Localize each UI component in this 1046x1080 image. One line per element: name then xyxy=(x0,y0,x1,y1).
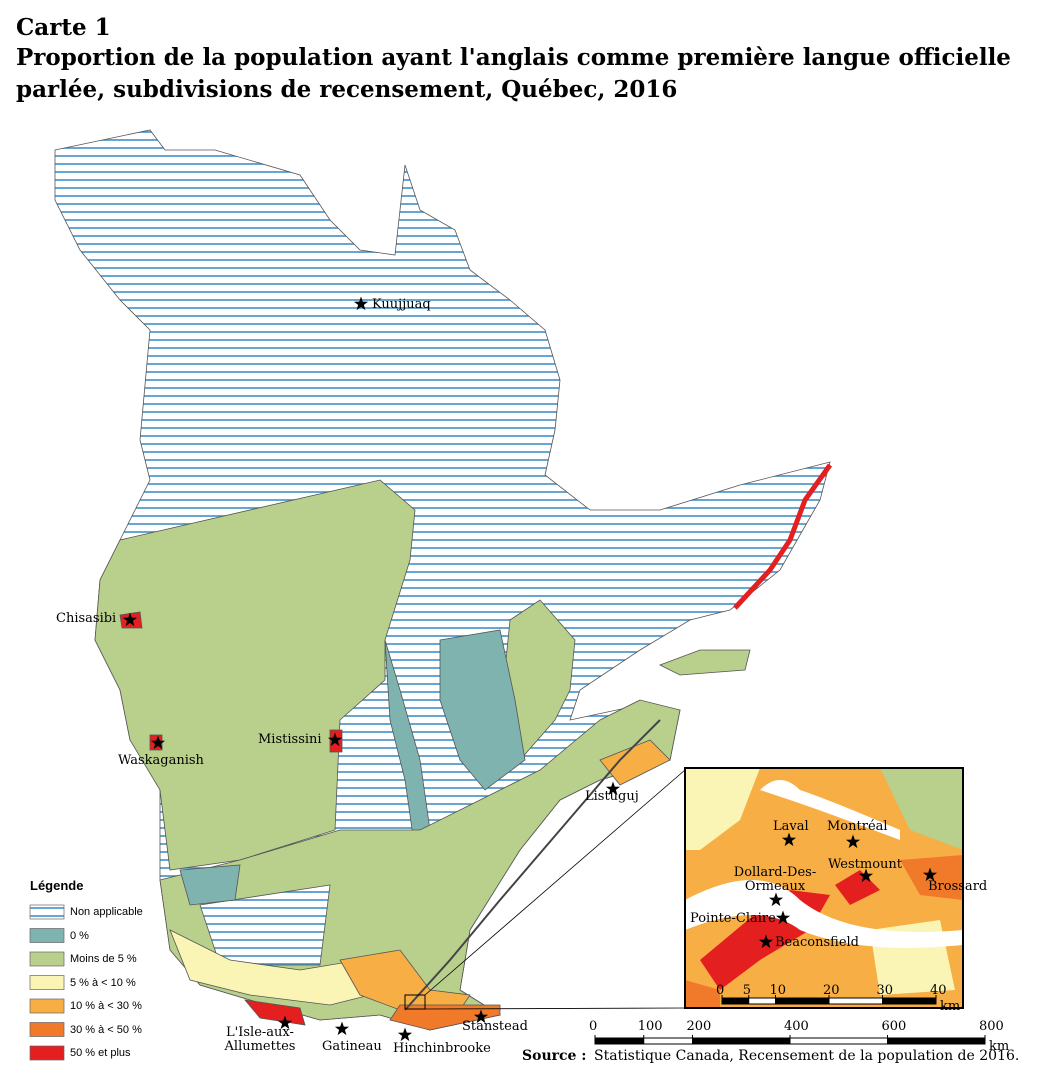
scale-segment xyxy=(595,1038,644,1044)
scale-unit: km xyxy=(989,1039,1010,1054)
place-label: Waskaganish xyxy=(118,753,204,768)
scale-segment xyxy=(775,998,829,1004)
legend-title: Légende xyxy=(30,878,84,893)
place-label: L'Isle-aux-Allumettes xyxy=(224,1025,296,1054)
inset-place-label: Beaconsfield xyxy=(775,935,859,950)
legend-swatch xyxy=(29,975,65,990)
scale-label: 20 xyxy=(823,983,840,998)
scale-label: 600 xyxy=(881,1019,907,1034)
legend-swatch xyxy=(29,1022,65,1037)
scale-label: 0 xyxy=(716,983,725,998)
legend-label: 50 % et plus xyxy=(70,1047,131,1059)
title-line: parlée, subdivisions de recensement, Qué… xyxy=(16,76,678,103)
place-star xyxy=(922,867,938,882)
scale-segment xyxy=(692,1038,790,1044)
scale-segment xyxy=(882,998,936,1004)
scale-segment xyxy=(887,1038,985,1044)
inset-place-label: Laval xyxy=(773,819,809,834)
place-label: Listuguj xyxy=(585,789,639,804)
place-star xyxy=(150,735,166,750)
place-star xyxy=(353,296,369,311)
place-star xyxy=(122,612,138,627)
scale-label: 800 xyxy=(979,1019,1004,1034)
place-star xyxy=(334,1021,350,1036)
place-star xyxy=(758,934,774,949)
place-label: Mistissini xyxy=(258,732,322,747)
scale-label: 40 xyxy=(930,983,947,998)
inset xyxy=(684,767,964,1009)
scale-label: 10 xyxy=(769,983,787,998)
place-star xyxy=(781,832,797,847)
place-label: Stanstead xyxy=(462,1019,528,1034)
place-star xyxy=(775,910,791,925)
scale-label: 30 xyxy=(876,983,894,998)
inset-place-label: Westmount xyxy=(828,857,903,872)
source-text: Statistique Canada, Recensement de la po… xyxy=(594,1048,1020,1064)
place-label: Chisasibi xyxy=(56,611,117,626)
place-star xyxy=(473,1009,489,1024)
legend-label: 10 % à < 30 % xyxy=(70,1000,142,1012)
source-label: Source : xyxy=(522,1048,587,1064)
map-label: Carte 1 xyxy=(16,14,111,41)
province xyxy=(54,129,833,1031)
place-star xyxy=(845,834,861,849)
place-star xyxy=(605,781,621,796)
place-star xyxy=(397,1027,413,1042)
place-star xyxy=(277,1015,293,1030)
scale-label: 200 xyxy=(686,1019,712,1034)
inset-place-label: Dollard-Des-Ormeaux xyxy=(733,865,817,894)
legend-swatch xyxy=(29,951,65,967)
place-star xyxy=(768,892,784,907)
scale-segment xyxy=(722,998,749,1004)
place-star xyxy=(858,868,874,883)
inset-place-label: Pointe-Claire xyxy=(690,911,776,926)
scale-label: 400 xyxy=(784,1019,809,1034)
legend-label: Moins de 5 % xyxy=(70,953,137,965)
inset-place-label: Montréal xyxy=(827,819,888,834)
scale-label: 5 xyxy=(742,983,752,998)
place-label: Hinchinbrooke xyxy=(393,1041,491,1056)
place-star xyxy=(327,732,343,747)
scale-label: 0 xyxy=(589,1019,598,1034)
legend-swatch xyxy=(29,998,65,1014)
place-label: Gatineau xyxy=(322,1039,382,1054)
legend-label: 5 % à < 10 % xyxy=(70,976,136,989)
legend-label: 30 % à < 50 % xyxy=(70,1023,142,1036)
place-label: Kuujjuaq xyxy=(372,297,431,312)
title-line: Proportion de la population ayant l'angl… xyxy=(16,44,1011,71)
inset-place-label: Brossard xyxy=(928,879,988,894)
legend-swatch xyxy=(29,1045,65,1061)
scale-unit: km xyxy=(940,999,961,1014)
legend-label: 0 % xyxy=(70,929,89,942)
scale-label: 100 xyxy=(637,1019,663,1034)
legend-swatch xyxy=(29,904,65,920)
legend-swatch xyxy=(29,928,65,943)
legend-label: Non applicable xyxy=(70,906,143,918)
